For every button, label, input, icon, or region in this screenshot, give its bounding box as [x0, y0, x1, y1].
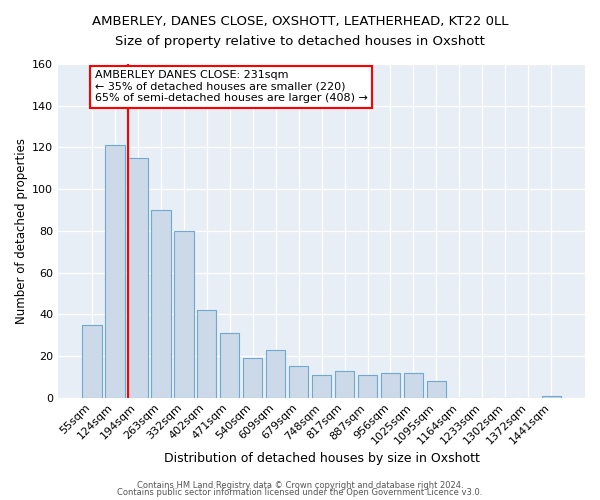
- Bar: [243, 358, 262, 398]
- Text: Contains HM Land Registry data © Crown copyright and database right 2024.: Contains HM Land Registry data © Crown c…: [137, 480, 463, 490]
- Bar: [82, 324, 101, 398]
- X-axis label: Distribution of detached houses by size in Oxshott: Distribution of detached houses by size …: [164, 452, 479, 465]
- Text: AMBERLEY DANES CLOSE: 231sqm
← 35% of detached houses are smaller (220)
65% of s: AMBERLEY DANES CLOSE: 231sqm ← 35% of de…: [95, 70, 367, 104]
- Bar: [404, 372, 423, 398]
- Bar: [266, 350, 286, 398]
- Bar: [289, 366, 308, 398]
- Bar: [128, 158, 148, 398]
- Text: AMBERLEY, DANES CLOSE, OXSHOTT, LEATHERHEAD, KT22 0LL: AMBERLEY, DANES CLOSE, OXSHOTT, LEATHERH…: [92, 15, 508, 28]
- Bar: [335, 370, 355, 398]
- Bar: [427, 381, 446, 398]
- Bar: [174, 231, 194, 398]
- Bar: [105, 146, 125, 398]
- Bar: [312, 375, 331, 398]
- Bar: [197, 310, 217, 398]
- Text: Contains public sector information licensed under the Open Government Licence v3: Contains public sector information licen…: [118, 488, 482, 497]
- Y-axis label: Number of detached properties: Number of detached properties: [15, 138, 28, 324]
- Bar: [358, 375, 377, 398]
- Bar: [381, 372, 400, 398]
- Bar: [542, 396, 561, 398]
- Bar: [151, 210, 170, 398]
- Bar: [220, 333, 239, 398]
- Text: Size of property relative to detached houses in Oxshott: Size of property relative to detached ho…: [115, 35, 485, 48]
